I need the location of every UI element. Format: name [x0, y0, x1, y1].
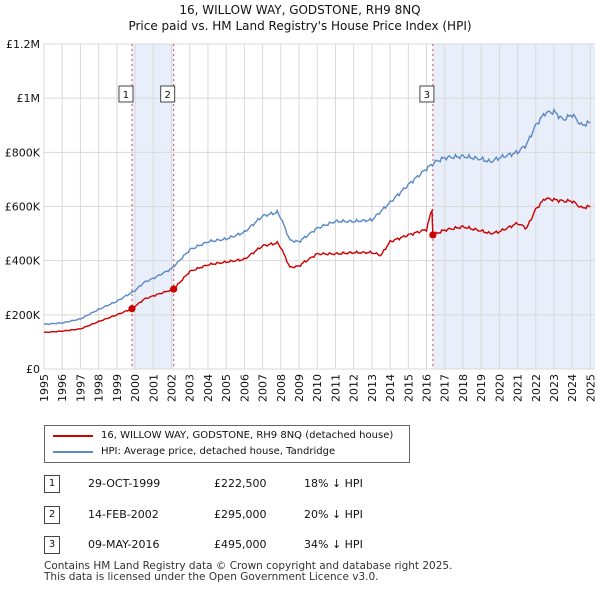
chart-title: 16, WILLOW WAY, GODSTONE, RH9 8NQ: [179, 3, 420, 17]
series-line-hpi: [43, 107, 591, 326]
transaction-label-box: [160, 85, 176, 103]
x-tick-label: 2003: [184, 374, 197, 402]
transaction-label-text: 2: [165, 90, 171, 101]
transaction-date: 29-OCT-1999: [88, 477, 161, 490]
transaction-date: 14-FEB-2002: [88, 508, 159, 521]
x-tick-label: 2011: [329, 374, 342, 402]
x-tick-label: 1998: [93, 374, 106, 402]
x-tick-label: 2008: [275, 374, 288, 402]
transaction-price: £495,000: [214, 538, 267, 551]
x-tick-label: 2021: [512, 374, 525, 402]
x-tick-label: 2006: [238, 374, 251, 402]
x-tick-label: 2018: [457, 374, 470, 402]
y-tick-label: £400K: [5, 255, 41, 268]
x-axis: 1995 1996 1997 1998 1999 2000 2001 2002 2003 2004…: [38, 374, 597, 402]
chart-legend: 16, WILLOW WAY, GODSTONE, RH9 8NQ (detac…: [44, 425, 410, 463]
x-tick-label: 2019: [475, 374, 488, 402]
x-tick-label: 2007: [257, 374, 270, 402]
transaction-label-text: 3: [424, 90, 430, 101]
x-tick-label: 2020: [493, 374, 506, 402]
transaction-number: 3: [44, 536, 60, 554]
x-tick-label: 1995: [38, 374, 51, 402]
x-tick-label: 2013: [366, 374, 379, 402]
transaction-price: £222,500: [214, 477, 267, 490]
x-tick-label: 2022: [530, 374, 543, 402]
x-tick-label: 2014: [384, 374, 397, 402]
chart-subtitle: Price paid vs. HM Land Registry's House …: [128, 19, 471, 33]
y-axis: £0 £200K £400K £600K £800K £1M £1.2M: [5, 38, 41, 376]
footer-line-2: This data is licensed under the Open Gov…: [44, 571, 379, 583]
legend-label-hpi: HPI: Average price, detached house, Tand…: [101, 446, 336, 457]
transaction-point: [170, 285, 178, 293]
series-line-property: [43, 197, 591, 334]
x-tick-label: 2025: [584, 374, 597, 402]
x-tick-label: 1999: [111, 374, 124, 402]
transaction-number: 1: [44, 475, 60, 493]
x-tick-label: 1996: [56, 374, 69, 402]
y-tick-label: £800K: [5, 146, 41, 159]
y-tick-label: £200K: [5, 309, 41, 322]
footer-line-1: Contains HM Land Registry data © Crown c…: [44, 560, 453, 572]
x-tick-label: 2016: [421, 374, 434, 402]
transaction-label-text: 1: [123, 90, 129, 101]
transaction-date: 09-MAY-2016: [88, 538, 160, 551]
y-tick-label: £0: [26, 363, 40, 376]
x-tick-label: 2015: [402, 374, 415, 402]
x-tick-label: 1997: [74, 374, 87, 402]
transaction-label-box: [118, 85, 134, 103]
grid-lines: [43, 43, 595, 370]
x-tick-label: 2005: [220, 374, 233, 402]
transaction-price: £295,000: [214, 508, 267, 521]
x-tick-label: 2002: [166, 374, 179, 402]
legend-label-property: 16, WILLOW WAY, GODSTONE, RH9 8NQ (detac…: [101, 430, 394, 441]
price-chart: 16, WILLOW WAY, GODSTONE, RH9 8NQ Price …: [5, 3, 598, 402]
transaction-hpi-diff: 20% ↓ HPI: [304, 508, 363, 521]
legend-swatch-property: [53, 435, 93, 437]
x-tick-label: 2023: [548, 374, 561, 402]
x-tick-label: 2009: [293, 374, 306, 402]
x-tick-label: 2017: [439, 374, 452, 402]
legend-swatch-hpi: [53, 451, 93, 453]
x-tick-label: 2001: [147, 374, 160, 402]
x-tick-label: 2012: [348, 374, 361, 402]
transaction-hpi-diff: 34% ↓ HPI: [304, 538, 363, 551]
transaction-points: [128, 231, 437, 313]
x-tick-label: 2024: [566, 374, 579, 402]
x-tick-label: 2000: [129, 374, 142, 402]
transaction-markers: [131, 44, 434, 369]
x-tick-label: 2004: [202, 374, 215, 402]
series-lines: [43, 107, 591, 334]
transaction-point: [429, 231, 437, 239]
y-tick-label: £1M: [17, 92, 41, 105]
transaction-hpi-diff: 18% ↓ HPI: [304, 477, 363, 490]
footer-attribution: Contains HM Land Registry data © Crown c…: [44, 561, 452, 583]
transaction-labels: 1 2 3: [118, 85, 435, 103]
transaction-point: [128, 305, 136, 313]
transaction-number: 2: [44, 506, 60, 524]
y-tick-label: £600K: [5, 201, 41, 214]
transaction-label: 3: [419, 85, 435, 103]
transaction-label-box: [419, 85, 435, 103]
transaction-label: 1: [118, 85, 134, 103]
transaction-label: 2: [160, 85, 176, 103]
x-tick-label: 2010: [311, 374, 324, 402]
y-tick-label: £1.2M: [6, 38, 40, 51]
